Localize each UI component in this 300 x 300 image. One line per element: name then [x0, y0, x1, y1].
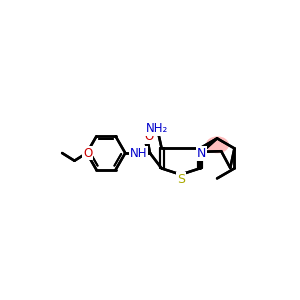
Text: NH: NH: [130, 146, 147, 160]
Text: O: O: [145, 130, 154, 142]
Text: N: N: [196, 147, 206, 160]
Text: NH: NH: [130, 146, 147, 160]
Text: N: N: [196, 147, 206, 160]
Text: O: O: [145, 130, 154, 142]
Text: S: S: [177, 173, 185, 186]
Text: NH₂: NH₂: [146, 122, 168, 135]
Text: S: S: [177, 173, 185, 186]
Text: NH₂: NH₂: [146, 122, 168, 135]
Text: O: O: [83, 146, 92, 160]
Ellipse shape: [206, 136, 229, 153]
Text: O: O: [83, 146, 92, 160]
